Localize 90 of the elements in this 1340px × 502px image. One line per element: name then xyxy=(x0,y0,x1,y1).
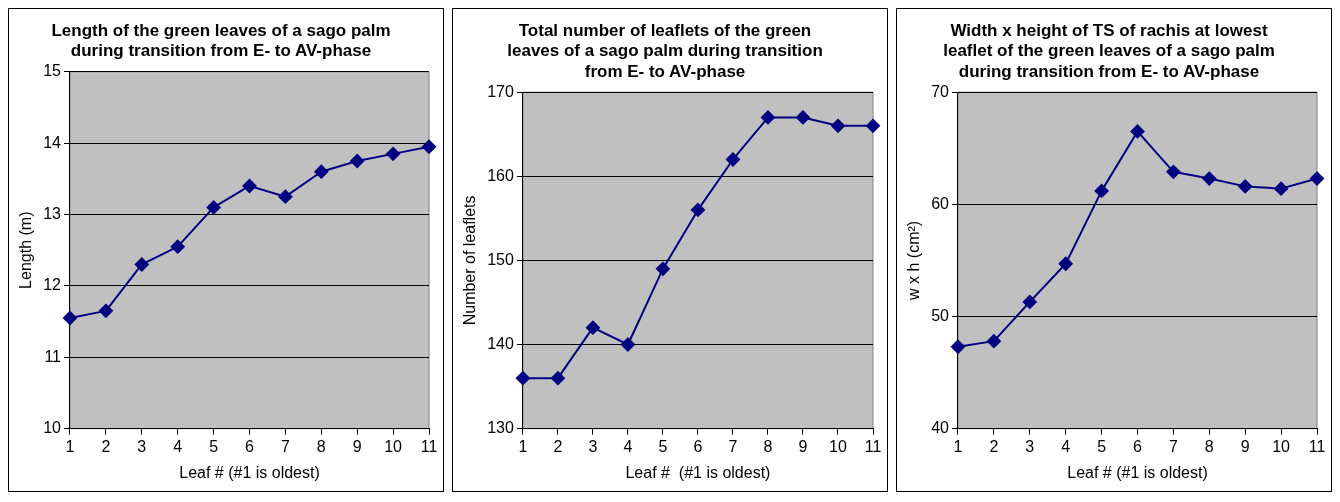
x-tick-label: 6 xyxy=(1133,437,1143,455)
y-tick-label: 150 xyxy=(487,250,514,268)
point xyxy=(278,189,293,204)
x-tick-label: 8 xyxy=(763,437,773,455)
point xyxy=(830,118,845,133)
chart-title: Width x height of TS of rachis at lowest leaflet of the green leaves of a sago palm during transition from E- to AV-phase xyxy=(943,20,1275,81)
point xyxy=(620,337,635,352)
x-axis-title: Leaf # (#1 is oldest) xyxy=(179,463,320,481)
y-tick-label: 60 xyxy=(931,194,950,212)
point xyxy=(170,239,185,254)
x-axis-title: Leaf # (#1 is oldest) xyxy=(625,463,771,481)
x-tick-label: 1 xyxy=(953,437,963,455)
x-tick-label: 7 xyxy=(280,437,290,455)
point xyxy=(986,334,1001,349)
y-tick-label: 10 xyxy=(43,419,62,437)
y-tick-label: 160 xyxy=(487,166,514,184)
point xyxy=(242,178,257,193)
point xyxy=(515,371,530,386)
y-tick-label: 14 xyxy=(43,133,62,151)
x-tick-label: 4 xyxy=(623,437,633,455)
y-tick-label: 12 xyxy=(43,276,62,294)
point xyxy=(1238,179,1253,194)
point xyxy=(1310,171,1324,186)
x-tick-label: 11 xyxy=(1308,437,1326,455)
point xyxy=(1274,181,1289,196)
point xyxy=(1094,183,1109,198)
x-axis-title: Leaf # (#1 is oldest) xyxy=(1067,463,1208,481)
point xyxy=(550,371,565,386)
x-tick-label: 5 xyxy=(658,437,668,455)
x-tick-label: 9 xyxy=(352,437,362,455)
chart-title: Length of the green leaves of a sago palm during transition from E- to AV-phase xyxy=(51,20,391,61)
x-tick-label: 11 xyxy=(420,437,438,455)
y-tick-label: 13 xyxy=(43,204,62,222)
point xyxy=(585,320,600,335)
point xyxy=(350,154,365,168)
point xyxy=(134,257,149,272)
x-tick-label: 1 xyxy=(518,437,528,455)
x-tick-label: 6 xyxy=(693,437,703,455)
chart-title: Total number of leaflets of the green leaves of a sago palm during transition from E- to AV-phase xyxy=(507,20,823,81)
x-tick-label: 8 xyxy=(1204,437,1214,455)
point xyxy=(1202,171,1217,186)
x-tick-label: 6 xyxy=(245,437,255,455)
x-tick-label: 10 xyxy=(829,437,847,455)
point xyxy=(655,261,670,276)
x-tick-label: 2 xyxy=(553,437,563,455)
point xyxy=(690,202,705,217)
point xyxy=(1166,164,1181,179)
x-tick-label: 11 xyxy=(864,437,882,455)
point xyxy=(386,146,401,161)
x-tick-label: 7 xyxy=(1168,437,1178,455)
x-tick-label: 3 xyxy=(137,437,147,455)
point xyxy=(206,200,221,215)
y-axis-title: Length (m) xyxy=(17,211,35,289)
y-tick-label: 140 xyxy=(487,334,514,352)
point xyxy=(98,303,113,318)
point xyxy=(1130,124,1145,139)
x-tick-label: 4 xyxy=(1061,437,1071,455)
point xyxy=(1058,256,1073,271)
point xyxy=(422,139,436,154)
y-axis-title: w x h (cm²) xyxy=(905,220,923,301)
x-tick-label: 3 xyxy=(588,437,598,455)
y-tick-label: 11 xyxy=(44,347,62,365)
x-tick-label: 1 xyxy=(65,437,75,455)
y-axis-title: Number of leaflets xyxy=(461,195,479,326)
x-tick-label: 10 xyxy=(384,437,403,455)
x-tick-label: 5 xyxy=(209,437,219,455)
point xyxy=(1022,294,1037,309)
x-tick-label: 7 xyxy=(728,437,738,455)
point xyxy=(314,164,329,179)
x-tick-label: 4 xyxy=(173,437,183,455)
x-tick-label: 2 xyxy=(101,437,111,455)
x-tick-label: 8 xyxy=(316,437,326,455)
point xyxy=(63,310,77,325)
y-tick-label: 50 xyxy=(931,306,950,324)
y-tick-label: 70 xyxy=(931,82,950,100)
x-tick-label: 9 xyxy=(798,437,808,455)
point xyxy=(760,110,775,125)
point xyxy=(951,339,965,354)
point xyxy=(866,118,880,133)
point xyxy=(795,110,810,125)
x-tick-label: 9 xyxy=(1240,437,1250,455)
y-tick-label: 40 xyxy=(931,419,950,437)
point xyxy=(725,152,740,167)
y-tick-label: 170 xyxy=(487,82,514,100)
x-tick-label: 10 xyxy=(1272,437,1291,455)
y-tick-label: 15 xyxy=(43,62,62,80)
x-tick-label: 3 xyxy=(1025,437,1035,455)
x-tick-label: 5 xyxy=(1097,437,1107,455)
x-tick-label: 2 xyxy=(989,437,999,455)
y-tick-label: 130 xyxy=(487,419,514,437)
